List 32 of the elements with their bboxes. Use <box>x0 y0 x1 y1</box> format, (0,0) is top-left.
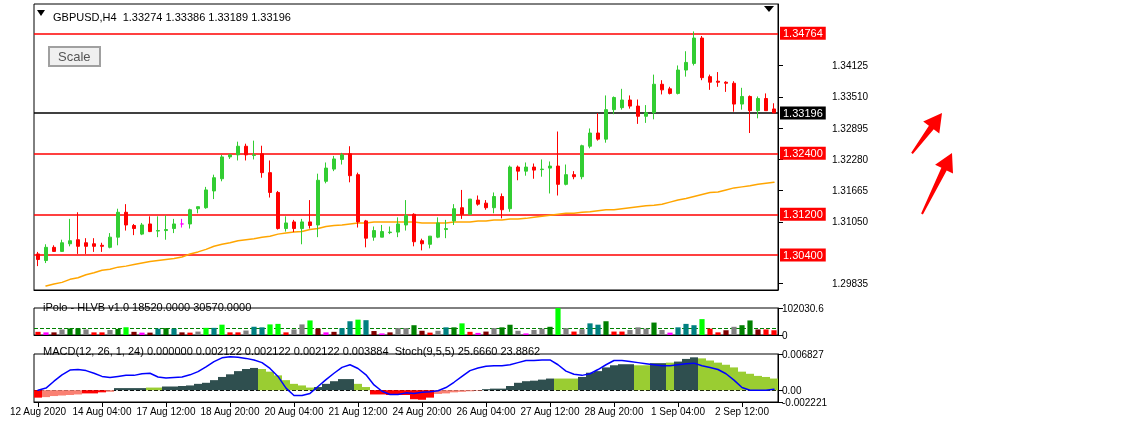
x-tick-label: 26 Aug 04:00 <box>456 405 516 417</box>
chart-title: MACD(12, 26, 1, 24) 0.000000 0.002122 0.002122 0.002122 0.003884 Stoch(9,5,5) 25.6660 23.8862 <box>43 344 541 357</box>
y-tick-label: 0.00 <box>782 384 802 396</box>
y-tick-label: 102030.6 <box>782 302 825 314</box>
y-tick-label: 1.32280 <box>832 153 869 165</box>
ref-line-label: 1.34764 <box>783 27 823 40</box>
ref-line-label: 1.33196 <box>783 106 823 119</box>
x-tick-label: 1 Sep 04:00 <box>651 405 706 417</box>
x-tick-label: 21 Aug 12:00 <box>328 405 388 417</box>
y-tick-label: 1.31050 <box>832 216 869 228</box>
chart-title: iPolo - HLVB v1.0 18520.0000 30570.0000 <box>43 300 252 313</box>
x-tick-label: 17 Aug 12:00 <box>136 405 196 417</box>
y-tick-label: 1.31665 <box>832 185 869 197</box>
ref-line-label: 1.31200 <box>783 208 823 221</box>
text: GBPUSD,H4 1.33274 1.33386 1.33189 1.33196 <box>53 10 291 23</box>
x-tick-label: 12 Aug 2020 <box>9 405 67 417</box>
y-tick-label: 1.34125 <box>832 60 869 72</box>
x-tick-label: 24 Aug 20:00 <box>392 405 452 417</box>
x-tick-label: 2 Sep 12:00 <box>715 405 770 417</box>
x-tick-label: 14 Aug 04:00 <box>72 405 132 417</box>
x-tick-label: 28 Aug 20:00 <box>584 405 644 417</box>
y-tick-label: 0.006827 <box>782 348 825 360</box>
y-tick-label: 1.33510 <box>832 91 869 103</box>
y-tick-label: -0.002221 <box>782 396 828 408</box>
x-tick-label: 27 Aug 12:00 <box>520 405 580 417</box>
x-tick-label: 20 Aug 04:00 <box>264 405 324 417</box>
ref-line-label: 1.30400 <box>783 248 823 261</box>
y-tick-label: 1.29835 <box>832 278 869 290</box>
annotation: Scale <box>48 46 101 67</box>
x-tick-label: 18 Aug 20:00 <box>200 405 260 417</box>
ref-line-label: 1.32400 <box>783 147 823 160</box>
y-tick-label: 1.32895 <box>832 122 869 134</box>
